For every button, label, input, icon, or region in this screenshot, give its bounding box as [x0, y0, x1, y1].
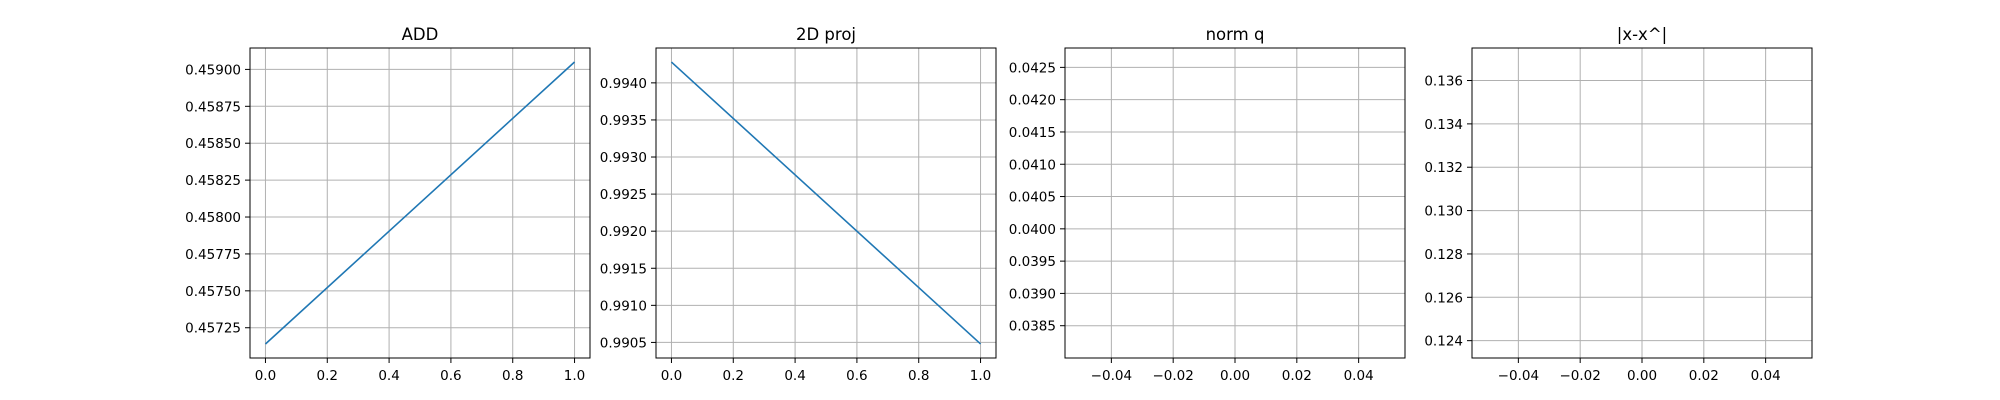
y-tick-label: 0.45850	[185, 136, 241, 152]
x-tick-label: 0.0	[255, 368, 276, 384]
x-tick-label: 1.0	[564, 368, 585, 384]
chart-title: ADD	[402, 25, 439, 44]
y-tick-label: 0.45875	[185, 99, 241, 115]
y-tick-label: 0.0385	[1009, 319, 1056, 335]
x-tick-label: 0.8	[502, 368, 523, 384]
y-tick-label: 0.45750	[185, 284, 241, 300]
plot-frame	[249, 47, 591, 359]
y-tick-label: 0.45825	[185, 173, 241, 189]
y-tick-label: 0.0400	[1009, 222, 1056, 238]
x-tick-label: 0.02	[1689, 368, 1719, 384]
x-tick-label: −0.04	[1498, 368, 1539, 384]
chart-title: 2D proj	[796, 25, 856, 44]
y-tick-label: 0.0420	[1009, 93, 1056, 109]
y-tick-label: 0.9935	[600, 113, 647, 129]
y-tick-label: 0.9930	[600, 150, 647, 166]
y-tick-label: 0.45800	[185, 210, 241, 226]
y-tick-label: 0.0410	[1009, 157, 1056, 173]
y-tick-label: 0.9905	[600, 335, 647, 351]
x-tick-label: 0.00	[1220, 368, 1250, 384]
series-line	[264, 61, 576, 345]
y-tick-label: 0.9915	[600, 261, 647, 277]
chart-x-error: |x-x^| −0.04 −0.02 0.00 0.02 0.04 0.124 0.126 0…	[1424, 25, 1813, 384]
x-tick-label: 1.0	[970, 368, 991, 384]
y-tick-label: 0.136	[1424, 74, 1463, 90]
series-line	[670, 61, 982, 345]
plot-frame	[655, 47, 997, 359]
x-tick-label: 0.02	[1282, 368, 1312, 384]
x-tick-label: 0.04	[1344, 368, 1374, 384]
chart-title: norm q	[1206, 25, 1265, 44]
y-tick-label: 0.9910	[600, 298, 647, 314]
y-tick-label: 0.0390	[1009, 286, 1056, 302]
y-tick-label: 0.124	[1424, 334, 1463, 350]
x-tick-label: 0.6	[846, 368, 867, 384]
y-tick-label: 0.9925	[600, 187, 647, 203]
x-tick-label: −0.04	[1091, 368, 1132, 384]
y-tick-label: 0.126	[1424, 290, 1463, 306]
x-tick-label: 0.4	[378, 368, 399, 384]
y-tick-label: 0.130	[1424, 204, 1463, 220]
y-tick-label: 0.132	[1424, 160, 1463, 176]
y-tick-label: 0.0405	[1009, 190, 1056, 206]
chart-2d-proj: 2D proj 0.0 0.2 0.4 0.6 0.8 1.0 0.9905 0.9910 0.…	[600, 25, 997, 384]
y-tick-label: 0.0425	[1009, 60, 1056, 76]
y-tick-label: 0.9920	[600, 224, 647, 240]
y-tick-label: 0.45775	[185, 247, 241, 263]
y-tick-label: 0.9940	[600, 76, 647, 92]
chart-norm-q: norm q −0.04 −0.02 0.00 0.02 0.04 0.0385 0.039…	[1009, 25, 1406, 384]
y-tick-label: 0.0395	[1009, 254, 1056, 270]
x-tick-label: 0.6	[440, 368, 461, 384]
x-tick-label: 0.4	[784, 368, 805, 384]
y-tick-label: 0.45900	[185, 62, 241, 78]
chart-add: ADD 0.0 0.2 0.4 0.6 0.8 1.0 0.45725 0.45750 0.45…	[185, 25, 591, 384]
x-tick-label: 0.2	[723, 368, 744, 384]
x-tick-label: 0.8	[908, 368, 929, 384]
x-tick-label: −0.02	[1559, 368, 1600, 384]
x-tick-label: 0.0	[661, 368, 682, 384]
chart-title: |x-x^|	[1617, 25, 1667, 44]
x-tick-label: 0.00	[1627, 368, 1657, 384]
y-tick-label: 0.45725	[185, 321, 241, 337]
x-tick-label: 0.04	[1751, 368, 1781, 384]
x-tick-label: −0.02	[1152, 368, 1193, 384]
x-tick-label: 0.2	[317, 368, 338, 384]
y-tick-label: 0.128	[1424, 247, 1463, 263]
y-tick-label: 0.0415	[1009, 125, 1056, 141]
y-tick-label: 0.134	[1424, 117, 1463, 133]
